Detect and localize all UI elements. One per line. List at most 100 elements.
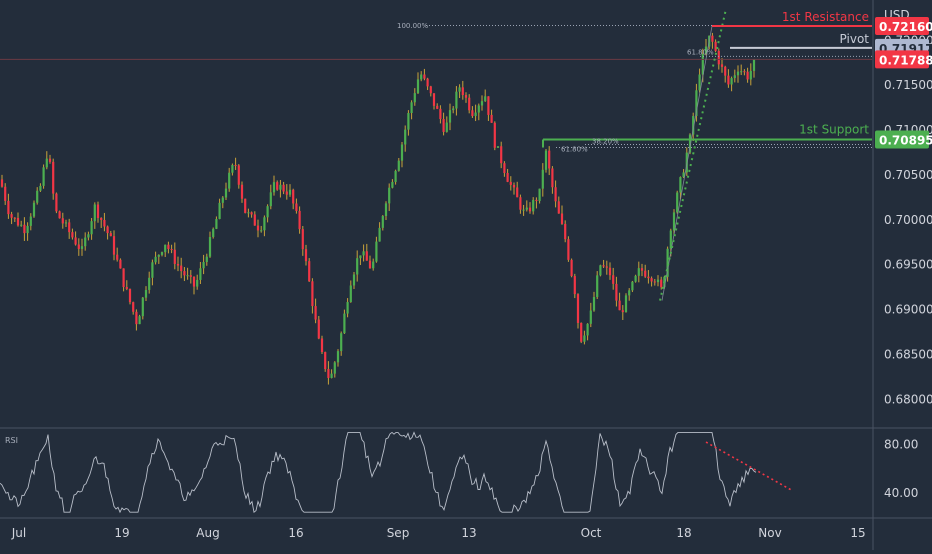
candle-body: [266, 206, 269, 218]
fib-anchor-line: [661, 25, 713, 301]
candle-body: [173, 249, 176, 264]
candle-body: [247, 212, 250, 214]
candle-body: [29, 216, 32, 226]
candle-body: [135, 311, 138, 325]
candle-body: [567, 239, 570, 260]
candle-body: [509, 181, 512, 185]
candle-body: [711, 35, 714, 42]
candle-body: [208, 236, 212, 257]
candle-body: [397, 160, 400, 171]
candle-body: [336, 351, 340, 363]
candle-body: [372, 261, 375, 269]
candle-body: [148, 277, 151, 290]
candle-body: [138, 316, 141, 325]
candle-body: [538, 188, 541, 201]
candle-body: [615, 283, 618, 301]
candle-body: [573, 276, 576, 295]
pivot-label: Pivot: [840, 32, 870, 46]
time-tick-label: 19: [114, 526, 129, 540]
candle-body: [346, 302, 349, 314]
candle-body: [429, 86, 432, 94]
candle-body: [621, 310, 624, 313]
current-price-tag: 0.71788: [879, 53, 932, 67]
candles-group: [0, 32, 756, 385]
candle-body: [599, 265, 602, 276]
rsi-label: RSI: [5, 436, 18, 445]
candle-body: [183, 271, 186, 276]
candle-body: [612, 275, 615, 284]
candle-body: [314, 306, 317, 320]
candle-body: [503, 163, 506, 173]
time-tick-label: Nov: [758, 526, 781, 540]
price-tick-label: 0.69500: [884, 258, 932, 272]
candle-body: [554, 187, 557, 202]
candle-body: [13, 217, 16, 219]
candle-body: [743, 71, 746, 73]
candle-body: [727, 75, 730, 85]
candle-body: [602, 265, 605, 267]
candle-body: [362, 251, 365, 256]
candle-body: [624, 295, 628, 313]
candle-body: [231, 164, 234, 173]
candle-body: [400, 144, 404, 161]
candle-body: [583, 335, 586, 342]
candle-body: [45, 158, 48, 168]
candle-body: [340, 333, 343, 352]
candle-body: [170, 249, 173, 251]
candle-body: [84, 237, 87, 247]
candle-body: [23, 224, 26, 234]
candle-body: [260, 230, 263, 232]
candle-body: [631, 281, 634, 291]
candle-body: [653, 281, 656, 283]
candle-body: [189, 275, 192, 277]
candle-body: [548, 150, 551, 169]
candle-body: [212, 228, 215, 237]
candle-body: [442, 119, 445, 132]
candle-body: [580, 322, 583, 342]
candle-body: [516, 187, 519, 198]
candle-body: [288, 189, 292, 195]
candle-body: [410, 102, 413, 113]
candle-body: [180, 265, 183, 272]
candle-body: [237, 165, 240, 185]
candle-body: [637, 268, 640, 276]
candle-body: [272, 182, 276, 193]
candle-body: [660, 279, 663, 288]
candle-body: [61, 218, 64, 224]
candle-body: [106, 226, 109, 234]
candle-body: [343, 313, 346, 334]
candle-body: [407, 112, 410, 130]
candle-body: [132, 302, 135, 312]
candle-body: [640, 268, 644, 271]
candle-body: [391, 181, 394, 188]
candle-body: [688, 134, 692, 153]
candle-body: [125, 287, 128, 289]
candle-body: [157, 254, 160, 257]
rsi-line: [0, 431, 757, 514]
candle-body: [301, 229, 304, 250]
candle-body: [298, 210, 301, 230]
candle-body: [701, 53, 704, 75]
candle-body: [58, 211, 61, 219]
candle-body: [80, 246, 84, 249]
candle-body: [589, 310, 592, 324]
candle-body: [381, 216, 384, 228]
candle-body: [576, 294, 580, 323]
candle-body: [87, 234, 90, 238]
time-tick-label: 13: [461, 526, 476, 540]
candle-body: [468, 97, 471, 111]
candle-body: [484, 96, 487, 102]
candle-body: [68, 222, 71, 233]
candle-body: [544, 150, 548, 170]
candle-body: [666, 248, 669, 277]
candle-body: [749, 70, 752, 80]
rsi-tick-label: 80.00: [884, 438, 918, 452]
candle-body: [48, 158, 52, 162]
candle-body: [192, 276, 196, 287]
candle-body: [592, 296, 596, 311]
time-tick-label: Aug: [196, 526, 219, 540]
candle-body: [647, 276, 650, 279]
time-tick-label: 18: [676, 526, 691, 540]
